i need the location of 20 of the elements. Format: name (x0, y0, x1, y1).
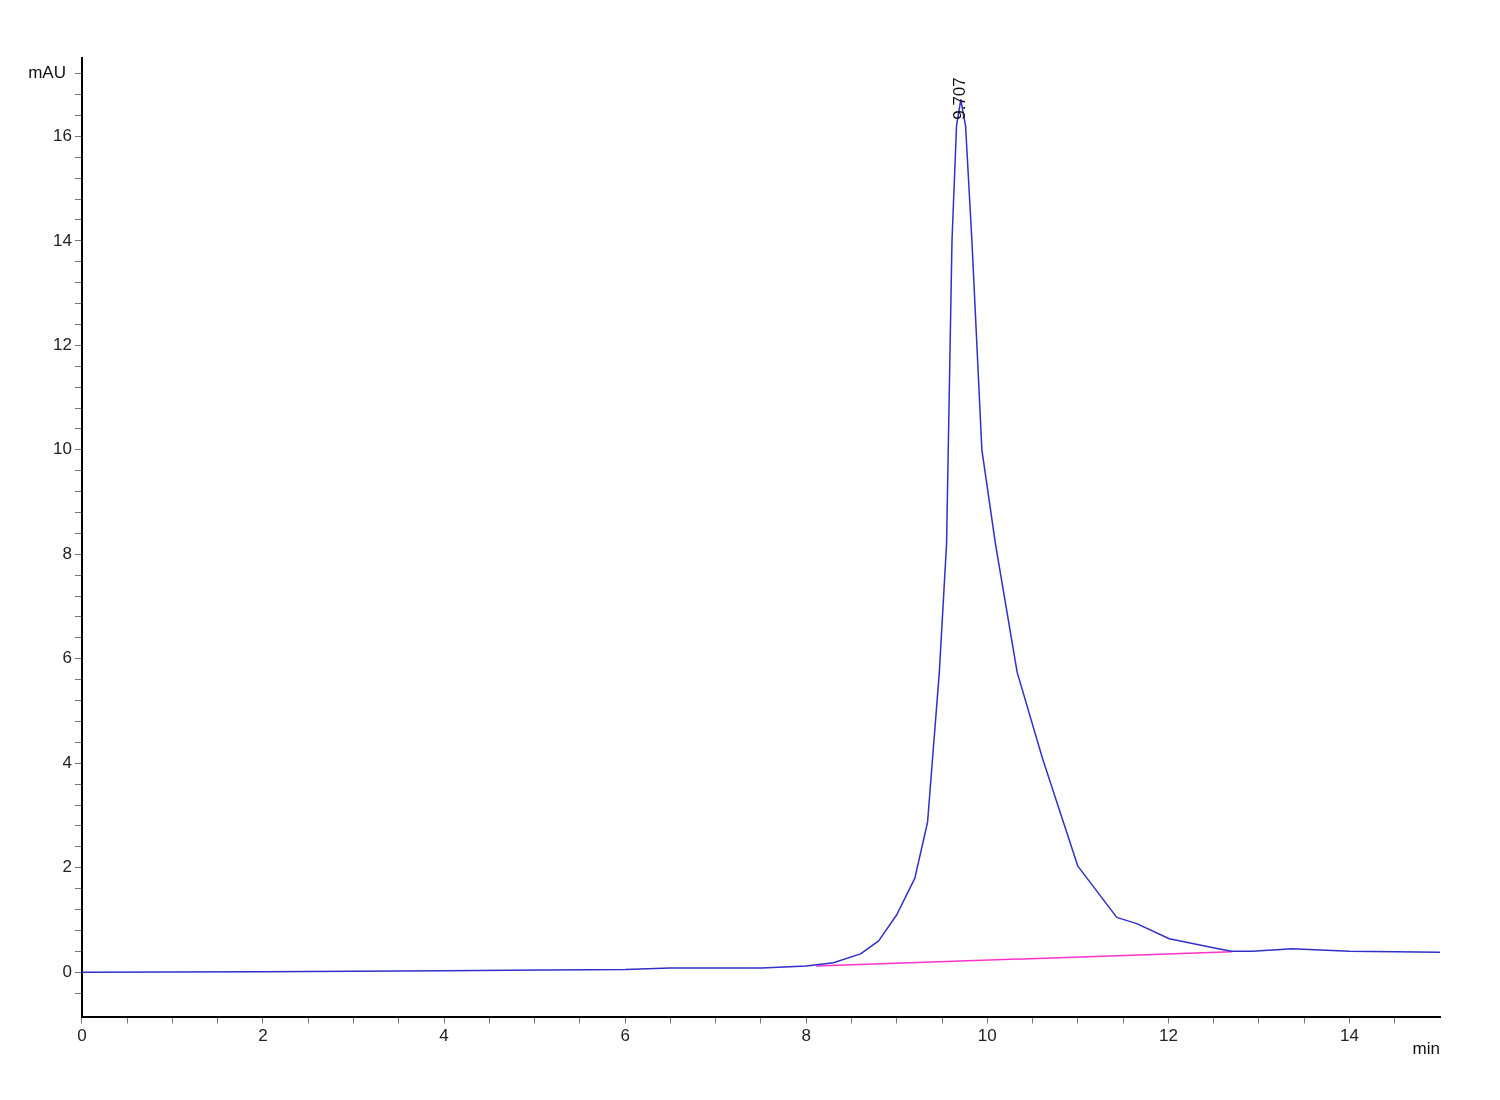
y-tick-label: 0 (62, 961, 72, 981)
x-tick-label: 6 (620, 1026, 630, 1046)
y-tick-label: 2 (62, 857, 72, 877)
y-tick-label: 8 (62, 543, 72, 563)
y-tick-label: 16 (52, 126, 72, 146)
annotation: 9.707 (950, 77, 970, 120)
x-tick-label: 10 (977, 1026, 997, 1046)
y-tick-label: 12 (52, 335, 72, 355)
y-tick-label: 4 (62, 752, 72, 772)
x-tick-label: 8 (801, 1026, 811, 1046)
x-tick-label: 14 (1340, 1026, 1359, 1046)
x-axis-title: min (1412, 1038, 1440, 1058)
y-axis-title: mAU (28, 62, 66, 82)
x-tick-label: 12 (1158, 1026, 1178, 1046)
x-tick-label: 2 (258, 1026, 268, 1046)
x-tick-label: 0 (77, 1026, 87, 1046)
y-tick-label: 14 (52, 230, 72, 250)
x-tick-label: 4 (439, 1026, 449, 1046)
y-tick-label: 10 (52, 439, 72, 459)
y-tick-label: 6 (62, 648, 72, 668)
